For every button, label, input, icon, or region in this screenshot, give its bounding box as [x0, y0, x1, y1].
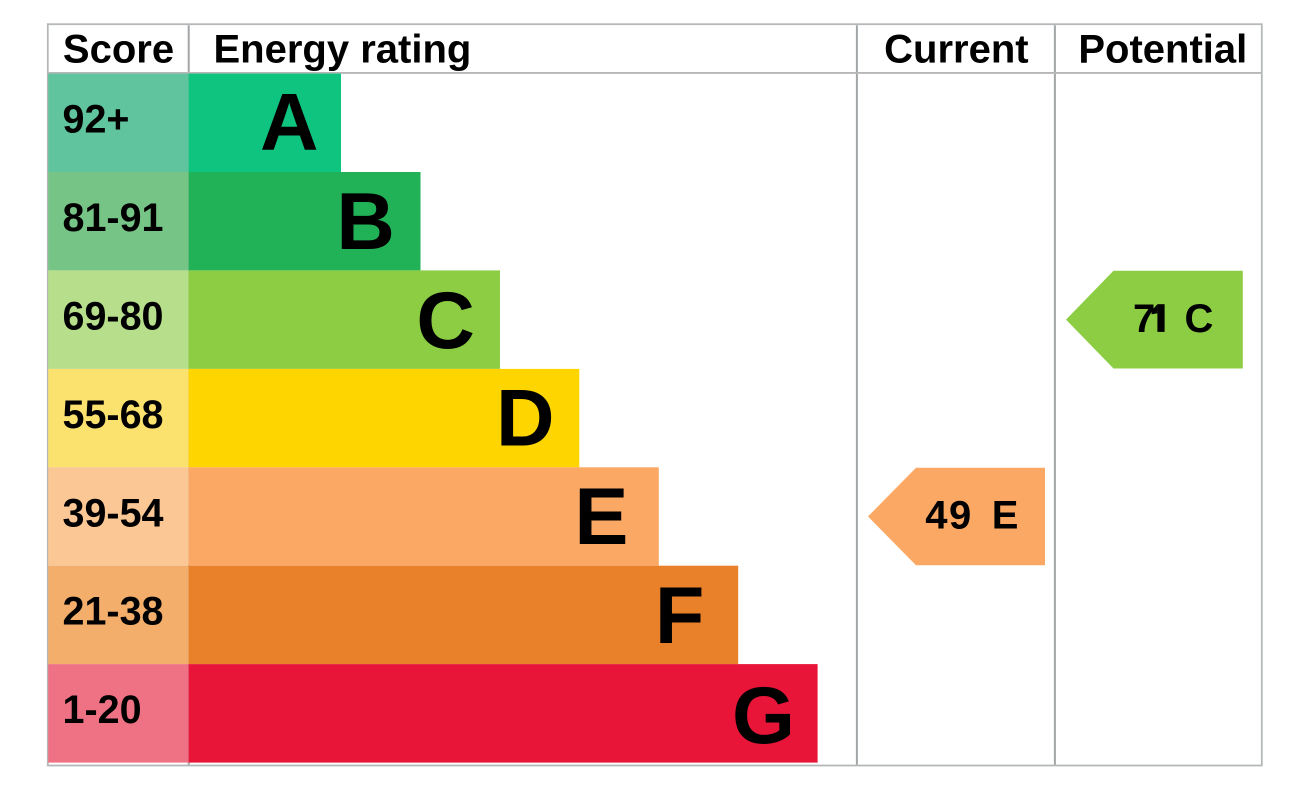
svg-text:39-54: 39-54: [63, 491, 164, 535]
svg-text:Energy rating: Energy rating: [214, 28, 472, 72]
svg-text:21-38: 21-38: [63, 590, 164, 634]
svg-text:1-20: 1-20: [63, 688, 142, 732]
svg-text:E: E: [992, 494, 1019, 538]
svg-text:49: 49: [925, 494, 972, 538]
svg-text:69-80: 69-80: [63, 294, 164, 338]
svg-text:F: F: [655, 571, 704, 661]
svg-text:D: D: [496, 374, 555, 464]
svg-text:7: 7: [1133, 297, 1155, 341]
svg-text:81-91: 81-91: [63, 196, 164, 240]
svg-text:E: E: [574, 472, 628, 562]
svg-text:C: C: [1185, 297, 1214, 341]
svg-text:C: C: [416, 276, 475, 366]
svg-text:Current: Current: [884, 28, 1028, 72]
svg-text:G: G: [732, 671, 795, 761]
svg-text:92+: 92+: [63, 98, 130, 142]
svg-text:B: B: [336, 177, 395, 267]
svg-text:55-68: 55-68: [63, 393, 164, 437]
svg-text:Potential: Potential: [1078, 28, 1247, 72]
svg-text:Score: Score: [63, 28, 174, 72]
svg-text:A: A: [260, 78, 319, 168]
